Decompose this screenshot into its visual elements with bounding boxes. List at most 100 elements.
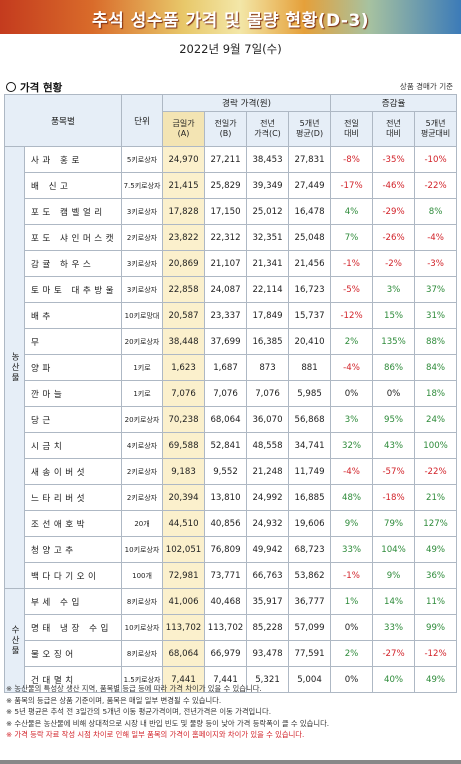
price-5yr-avg: 27,449 (288, 172, 332, 199)
footnote-line: ※ 수산물은 농산물에 비해 상대적으로 시장 내 반입 빈도 및 물량 등이 … (6, 718, 330, 728)
change-vs-yesterday: 0% (330, 666, 374, 693)
price-last-year: 24,932 (246, 510, 290, 537)
change-vs-last-year: 40% (372, 666, 416, 693)
price-5yr-avg: 16,478 (288, 198, 332, 225)
price-yesterday: 40,468 (204, 588, 248, 615)
item-name: 느타리버섯 (23, 484, 123, 511)
price-yesterday: 68,064 (204, 406, 248, 433)
change-vs-yesterday: 32% (330, 432, 374, 459)
change-vs-yesterday: 0% (330, 380, 374, 407)
table-row: 조선애호박 20개 44,510 40,856 24,932 19,606 9% 79% 127… (5, 510, 458, 537)
price-5yr-avg: 20,410 (288, 328, 332, 355)
item-unit: 4키로상자 (121, 432, 164, 459)
change-vs-last-year: 135% (372, 328, 416, 355)
change-vs-yesterday: -8% (330, 146, 374, 173)
item-unit: 3키로상자 (121, 198, 164, 225)
change-vs-5yr-avg: 36% (414, 562, 458, 589)
item-unit: 1키로 (121, 354, 164, 381)
table-row: 당근 20키로상자 70,238 68,064 36,070 56,868 3% 95% 24% (5, 406, 458, 433)
footnote-line: ※ 품목의 등급은 상품 기준이며, 품목은 매일 일부 변경될 수 있습니다. (6, 695, 222, 705)
price-last-year: 39,349 (246, 172, 290, 199)
price-last-year: 48,558 (246, 432, 290, 459)
item-unit: 2키로상자 (121, 224, 164, 251)
price-yesterday: 1,687 (204, 354, 248, 381)
title-banner: 추석 성수품 가격 및 물량 현황(D-3) (0, 0, 461, 34)
table-row: 수산물 부세 수입 8키로상자 41,006 40,468 35,917 36,777 1% 1… (4, 588, 458, 693)
item-name: 당근 (23, 406, 123, 433)
col-group-change: 증감율 (330, 94, 458, 112)
col-header-unit: 단위 (121, 94, 164, 147)
report-date: 2022년 9월 7일(수) (179, 42, 282, 56)
item-unit: 2키로상자 (121, 484, 164, 511)
price-last-year: 22,114 (246, 276, 290, 303)
price-yesterday: 76,809 (204, 536, 248, 563)
item-name: 무 (23, 328, 123, 355)
price-5yr-avg: 57,099 (288, 614, 332, 641)
change-vs-last-year: -46% (372, 172, 416, 199)
price-yesterday: 17,150 (204, 198, 248, 225)
item-name: 청양고추 (23, 536, 123, 563)
price-today: 113,702 (162, 614, 206, 641)
change-vs-5yr-avg: 8% (414, 198, 458, 225)
table-row: 건대멸치 1.5키로상자 7,441 7,441 5,321 5,004 0% 40% 49% (5, 666, 458, 693)
footnotes: ※ 농산물의 특성상 생산 지역, 품목별 등급 등에 따라 가격 차이가 있을… (6, 683, 329, 741)
change-vs-yesterday: -1% (330, 250, 374, 277)
footnote-line: ※ 농산물의 특성상 생산 지역, 품목별 등급 등에 따라 가격 차이가 있을… (6, 684, 262, 693)
change-vs-yesterday: -1% (330, 562, 374, 589)
price-yesterday: 113,702 (204, 614, 248, 641)
price-today: 41,006 (162, 588, 206, 615)
item-unit: 100개 (121, 562, 164, 589)
item-name: 사과 홍로 (23, 146, 123, 173)
table-row: 무 20키로상자 38,448 37,699 16,385 20,410 2% 135% 88% (5, 328, 458, 355)
item-unit: 7.5키로상자 (121, 172, 164, 199)
item-name: 배추 (23, 302, 123, 329)
price-today: 69,588 (162, 432, 206, 459)
footnote-line: ※ 5년 평균은 추석 전 3일간의 5개년 이동 평균가격이며, 전년가격은 … (6, 707, 272, 717)
price-today: 24,970 (162, 146, 206, 173)
price-5yr-avg: 25,048 (288, 224, 332, 251)
item-unit: 20키로상자 (121, 328, 164, 355)
price-yesterday: 7,076 (204, 380, 248, 407)
price-5yr-avg: 5,004 (288, 666, 332, 693)
col-group-price: 경락 가격(원) (162, 94, 332, 112)
change-vs-yesterday: 3% (330, 406, 374, 433)
change-vs-5yr-avg: -4% (414, 224, 458, 251)
change-vs-5yr-avg: 49% (414, 536, 458, 563)
price-today: 38,448 (162, 328, 206, 355)
price-today: 7,076 (162, 380, 206, 407)
price-last-year: 25,012 (246, 198, 290, 225)
change-vs-last-year: -29% (372, 198, 416, 225)
change-vs-yesterday: 1% (330, 588, 374, 615)
price-today: 72,981 (162, 562, 206, 589)
section-title: 가격 현황 (20, 82, 63, 94)
change-vs-last-year: -18% (372, 484, 416, 511)
price-today: 68,064 (162, 640, 206, 667)
price-yesterday: 24,087 (204, 276, 248, 303)
price-table: 품목별 단위 경락 가격(원) 증감율 금일가 (A) 전일가 (B) 전년 가격(… (3, 94, 458, 693)
item-unit: 20키로상자 (121, 406, 164, 433)
table-row: 포도 샤인머스캣 2키로상자 23,822 22,312 32,351 25,048 7% -… (5, 224, 458, 251)
price-last-year: 66,763 (246, 562, 290, 589)
price-last-year: 873 (246, 354, 290, 381)
price-last-year: 7,076 (246, 380, 290, 407)
change-vs-5yr-avg: 37% (414, 276, 458, 303)
price-5yr-avg: 53,862 (288, 562, 332, 589)
price-yesterday: 66,979 (204, 640, 248, 667)
change-vs-yesterday: 0% (330, 614, 374, 641)
change-vs-yesterday: -4% (330, 458, 374, 485)
change-vs-last-year: 3% (372, 276, 416, 303)
change-vs-yesterday: 33% (330, 536, 374, 563)
change-vs-last-year: -2% (372, 250, 416, 277)
change-vs-5yr-avg: 31% (414, 302, 458, 329)
price-last-year: 32,351 (246, 224, 290, 251)
price-last-year: 35,917 (246, 588, 290, 615)
col-header-change-1: 전년 대비 (372, 111, 416, 147)
price-today: 17,828 (162, 198, 206, 225)
price-yesterday: 73,771 (204, 562, 248, 589)
change-vs-5yr-avg: -3% (414, 250, 458, 277)
item-unit: 8키로상자 (121, 588, 164, 615)
item-name: 물오징어 (23, 640, 123, 667)
change-vs-last-year: 0% (372, 380, 416, 407)
change-vs-last-year: 33% (372, 614, 416, 641)
change-vs-5yr-avg: 18% (414, 380, 458, 407)
